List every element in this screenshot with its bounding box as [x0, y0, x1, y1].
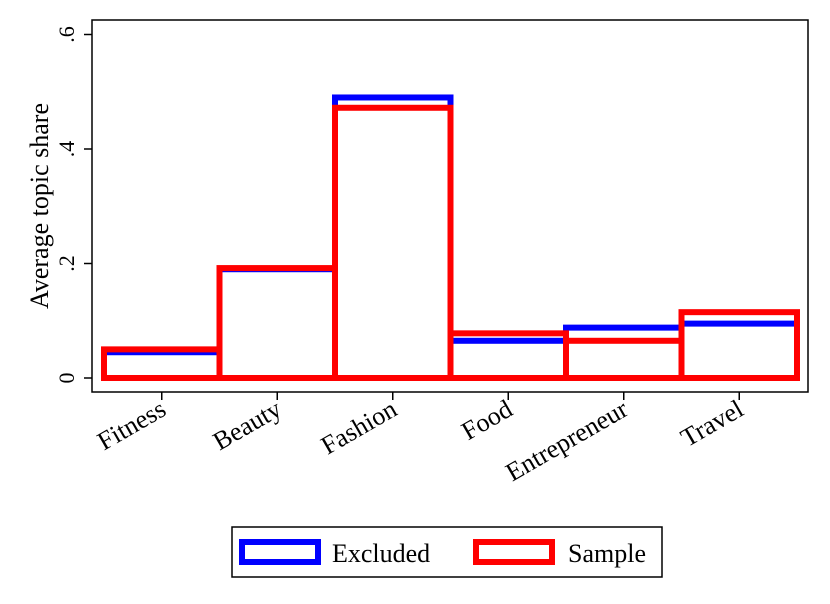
legend: Excluded Sample	[231, 526, 663, 578]
legend-box	[231, 526, 663, 578]
plot-frame	[91, 19, 809, 393]
y-tick-label: .6	[54, 26, 79, 43]
x-tick-label-fashion: Fashion	[316, 394, 402, 460]
bar-sample-beauty	[216, 265, 338, 381]
bar-sample-travel	[678, 309, 800, 382]
legend-swatch-sample	[473, 539, 555, 565]
bar-sample-fashion	[332, 104, 454, 381]
x-tick-label-food: Food	[456, 394, 517, 446]
bar-sample-entrepreneur	[563, 337, 685, 382]
y-axis-label: Average topic share	[25, 103, 54, 309]
x-tick-label-fitness: Fitness	[92, 394, 170, 456]
x-tick-label-beauty: Beauty	[208, 394, 286, 456]
legend-label-excluded: Excluded	[332, 539, 430, 568]
y-tick-label: 0	[54, 373, 79, 384]
bar-excluded-food	[447, 337, 569, 382]
x-tick-label-entrepreneur: Entrepreneur	[501, 394, 633, 487]
y-tick-label: .2	[54, 255, 79, 272]
bar-excluded-entrepreneur	[563, 324, 685, 381]
y-tick-label: .4	[54, 141, 79, 158]
bar-excluded-travel	[678, 320, 800, 381]
bar-excluded-beauty	[216, 266, 338, 382]
legend-swatch-excluded	[239, 539, 321, 565]
bar-excluded-fitness	[101, 349, 223, 381]
bars-layer	[101, 94, 800, 382]
legend-label-sample: Sample	[568, 539, 646, 568]
bar-excluded-fashion	[332, 94, 454, 381]
y-axis: 0 .2 .4 .6	[54, 26, 92, 384]
x-tick-label-travel: Travel	[676, 394, 748, 453]
